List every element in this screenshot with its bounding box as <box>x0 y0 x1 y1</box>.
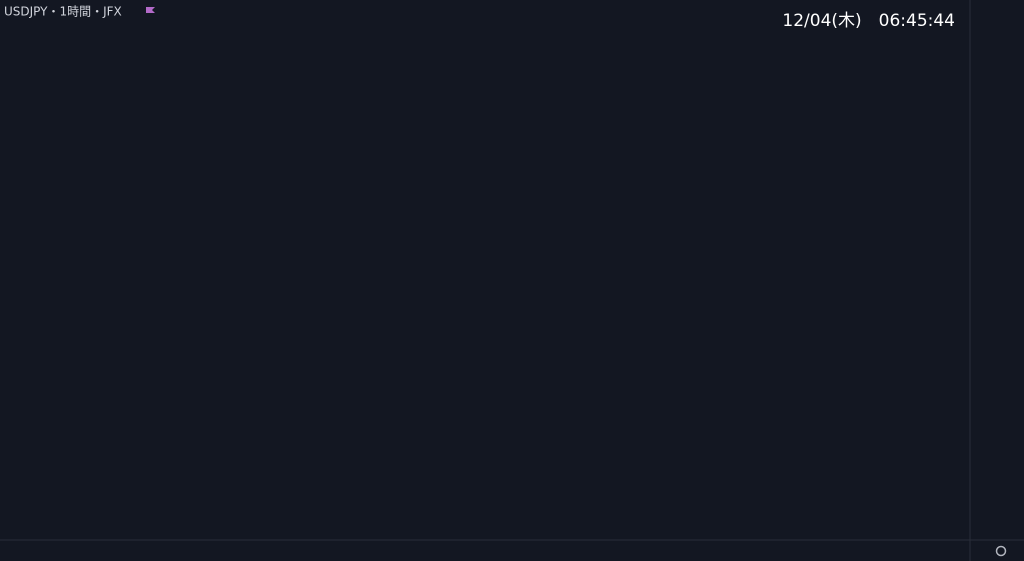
settings-icon[interactable] <box>995 545 1007 557</box>
symbol-title: USDJPY・1時間・JFX <box>4 5 122 19</box>
clock: 12/04(木) 06:45:44 <box>782 11 955 31</box>
flag-icon <box>146 7 155 13</box>
